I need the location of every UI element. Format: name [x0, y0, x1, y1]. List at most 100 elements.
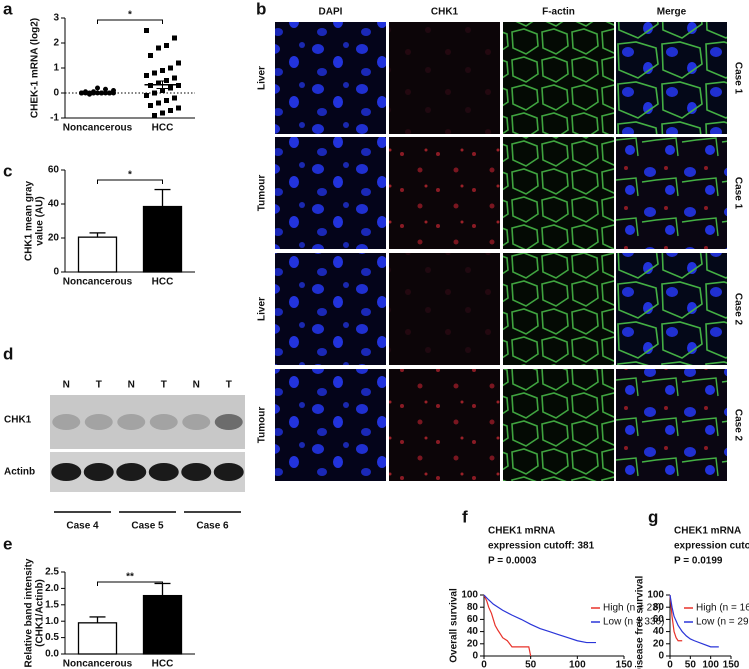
- point: [172, 95, 177, 101]
- x-tick-label: 0: [481, 660, 487, 669]
- point: [160, 68, 165, 73]
- micrograph: [389, 253, 500, 365]
- micrograph: [616, 369, 727, 481]
- point: [152, 70, 157, 76]
- chart-title: CHEK1 mRNA: [674, 526, 741, 537]
- point: [95, 85, 100, 91]
- band: [181, 463, 212, 481]
- point: [156, 100, 161, 106]
- band: [182, 414, 211, 430]
- lane-label: N: [63, 380, 70, 391]
- point: [156, 45, 161, 51]
- micrograph: [389, 137, 500, 249]
- survival-line: [669, 594, 719, 648]
- panel-letter: d: [3, 344, 13, 363]
- micrograph: [503, 22, 614, 134]
- point: [164, 43, 169, 48]
- significance-bracket: [97, 19, 163, 24]
- micrograph: [616, 253, 727, 365]
- x-tick-label: Noncancerous: [63, 277, 133, 288]
- row-label: Liver: [257, 297, 268, 321]
- y-tick-label: 40: [653, 626, 665, 637]
- y-tick-label: 60: [653, 614, 665, 625]
- x-tick-label: 150: [616, 660, 633, 669]
- legend-label: Low (n = 292): [696, 617, 749, 628]
- case-label: Case 5: [131, 521, 164, 532]
- y-tick-label: 3: [53, 13, 59, 24]
- y-tick-label: 2.5: [45, 567, 59, 578]
- significance-label: *: [128, 170, 132, 181]
- x-tick-label: HCC: [152, 123, 174, 134]
- point: [172, 35, 177, 41]
- protein-label: CHK1: [4, 415, 32, 426]
- column-header: CHK1: [431, 7, 459, 18]
- lane-label: T: [161, 380, 167, 391]
- y-tick-label: 40: [467, 626, 479, 637]
- point: [168, 108, 173, 113]
- row-label: Liver: [257, 66, 268, 90]
- panel-letter: c: [3, 161, 12, 180]
- x-tick-label: 50: [525, 660, 537, 669]
- case-label: Case 2: [732, 409, 743, 442]
- point: [176, 60, 181, 66]
- x-tick-label: HCC: [152, 659, 174, 669]
- chart-subtitle: expression cutoff: 381: [488, 541, 595, 552]
- y-tick-label: 60: [48, 165, 60, 176]
- legend-label: High (n = 16): [696, 603, 749, 614]
- chart-title: CHEK1 mRNA: [488, 526, 555, 537]
- y-axis-label: Disease free survival: [635, 576, 646, 669]
- band: [84, 414, 113, 430]
- band: [52, 414, 81, 430]
- lane-label: N: [193, 380, 200, 391]
- y-axis-label: Overall survival: [449, 588, 460, 663]
- case-label: Case 2: [732, 293, 743, 326]
- x-tick-label: Noncancerous: [63, 659, 133, 669]
- band: [148, 463, 179, 481]
- band: [117, 414, 146, 430]
- band: [116, 463, 147, 481]
- point: [164, 98, 169, 103]
- point: [160, 88, 165, 93]
- micrograph: [275, 369, 386, 481]
- micrograph: [616, 22, 727, 134]
- column-header: Merge: [657, 7, 687, 18]
- significance-bracket: [97, 581, 163, 586]
- significance-label: **: [126, 572, 134, 583]
- y-tick-label: 60: [467, 614, 479, 625]
- point: [144, 73, 149, 78]
- point: [160, 110, 165, 116]
- y-tick-label: 0: [472, 651, 478, 662]
- y-tick-label: -1: [50, 113, 59, 124]
- bar: [142, 594, 183, 655]
- point: [176, 105, 181, 111]
- panel-letter: g: [648, 507, 658, 526]
- bar: [142, 205, 183, 273]
- y-tick-label: 20: [467, 638, 479, 649]
- y-axis-label: CHK1 mean gray: [24, 181, 35, 261]
- bar: [77, 236, 118, 273]
- point: [152, 90, 157, 96]
- x-tick-label: 50: [685, 660, 697, 669]
- row-label: Tumour: [257, 407, 268, 444]
- y-tick-label: 1.5: [45, 599, 59, 610]
- lane-label: T: [96, 380, 102, 391]
- panel-letter: f: [462, 507, 468, 526]
- lane-label: T: [226, 380, 232, 391]
- y-tick-label: 80: [653, 602, 665, 613]
- y-tick-label: 20: [653, 638, 665, 649]
- y-tick-label: 0.5: [45, 632, 59, 643]
- significance-bracket: [97, 179, 163, 184]
- point: [172, 75, 177, 81]
- band: [51, 463, 82, 481]
- y-tick-label: 2.0: [45, 583, 59, 594]
- micrograph: [275, 253, 386, 365]
- micrograph: [389, 22, 500, 134]
- point: [103, 86, 108, 92]
- micrograph: [503, 253, 614, 365]
- micrograph: [275, 137, 386, 249]
- point: [168, 65, 173, 71]
- row-label: Tumour: [257, 175, 268, 212]
- legend-label: High (n = 23): [603, 603, 661, 614]
- blot-strip: [50, 452, 245, 492]
- y-axis-label: value (AU): [35, 196, 46, 245]
